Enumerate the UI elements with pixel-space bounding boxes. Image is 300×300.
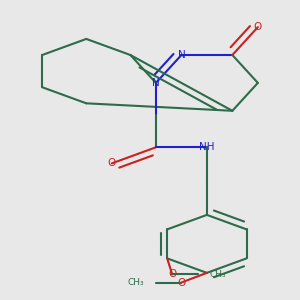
Text: N: N [152, 78, 160, 88]
Text: CH₃: CH₃ [210, 270, 226, 279]
Text: O: O [168, 269, 176, 280]
Text: O: O [254, 22, 262, 32]
Text: NH: NH [199, 142, 214, 152]
Text: O: O [177, 278, 185, 287]
Text: O: O [108, 158, 116, 168]
Text: CH₃: CH₃ [128, 278, 144, 287]
Text: N: N [178, 50, 185, 60]
